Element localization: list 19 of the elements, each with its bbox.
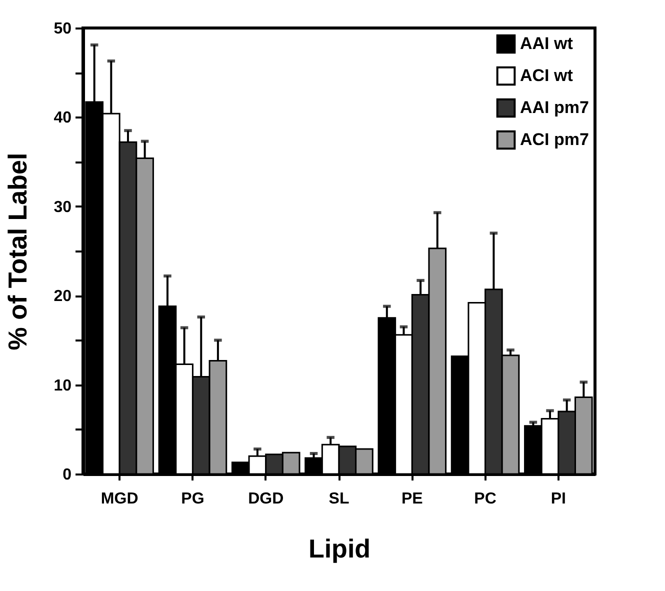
x-tick-label: MGD [100, 490, 138, 508]
y-tick-label: 30 [54, 198, 72, 216]
x-tick-label: DGD [248, 490, 284, 508]
legend-label: AAI wt [520, 34, 574, 53]
y-tick-label: 40 [54, 110, 72, 127]
y-tick-label: 0 [62, 466, 72, 484]
legend-label: ACI pm7 [520, 130, 589, 149]
x-tick-label: SL [328, 490, 350, 508]
y-tick-label: 50 [54, 20, 72, 38]
x-tick-label: PE [401, 490, 424, 508]
x-axis-title: Lipid [308, 534, 371, 564]
x-tick-label: PI [550, 490, 566, 508]
x-tick-label: PC [474, 490, 497, 508]
y-tick-label: 20 [54, 288, 72, 306]
y-axis-title: % of Total Label [2, 152, 33, 350]
legend-label: AAI pm7 [520, 98, 589, 117]
legend-label: ACI wt [520, 66, 574, 85]
y-tick-label: 10 [54, 377, 72, 394]
x-tick-label: PG [181, 490, 204, 508]
